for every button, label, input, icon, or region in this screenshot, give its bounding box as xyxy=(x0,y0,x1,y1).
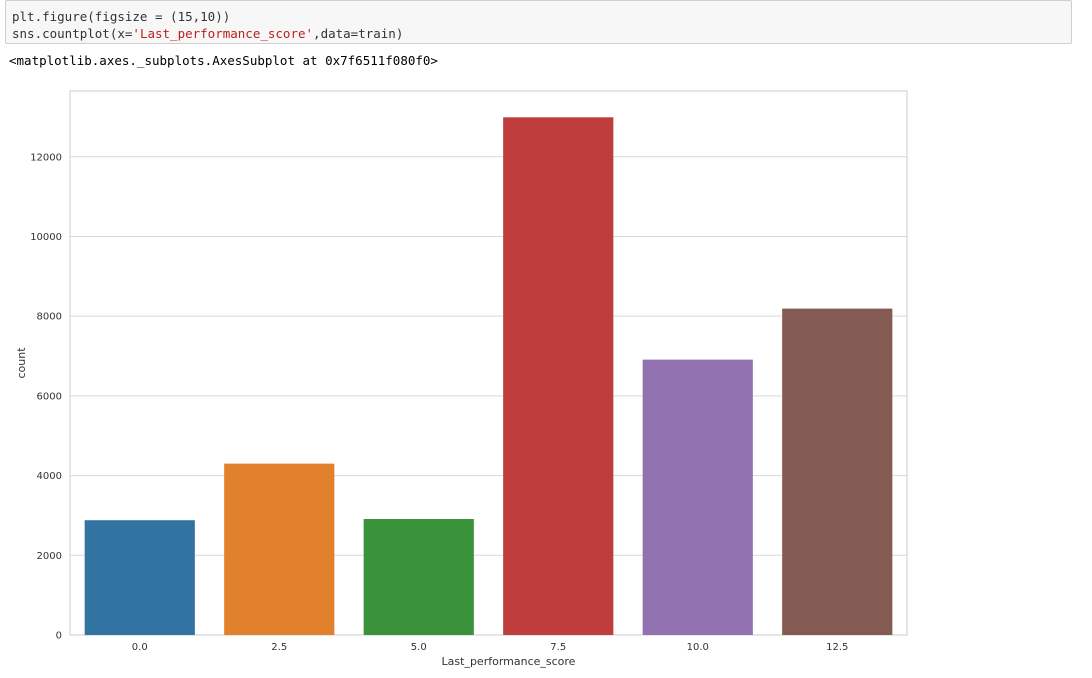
x-tick-label: 7.5 xyxy=(550,642,566,653)
y-tick-label: 0 xyxy=(56,631,62,642)
y-tick-label: 10000 xyxy=(30,232,62,243)
countplot-chart: 0 2000 4000 6000 8000 10000 12000 0.0 2.5 5.0 7.5 1… xyxy=(15,90,908,668)
x-axis-label: Last_performance_score xyxy=(442,655,576,668)
x-tick-label: 2.5 xyxy=(271,642,287,653)
y-tick-label: 12000 xyxy=(30,152,62,163)
code-line-2: sns.countplot(x='Last_performance_score'… xyxy=(12,25,1065,42)
bar-12.5 xyxy=(782,308,893,635)
bar-5.0 xyxy=(363,519,474,635)
y-axis-label: count xyxy=(15,347,28,379)
y-tick-label: 6000 xyxy=(37,391,62,402)
x-tick-label: 12.5 xyxy=(826,642,848,653)
plot-frame xyxy=(69,90,908,636)
bar-7.5 xyxy=(503,117,614,636)
x-tick-label: 0.0 xyxy=(132,642,148,653)
y-tick-label: 8000 xyxy=(37,312,62,323)
y-tick-label: 4000 xyxy=(37,471,62,482)
bar-10.0 xyxy=(642,359,753,635)
code-line-1: plt.figure(figsize = (15,10)) xyxy=(12,8,1065,25)
bar-2.5 xyxy=(224,463,335,635)
y-tick-label: 2000 xyxy=(37,551,62,562)
code-cell[interactable]: plt.figure(figsize = (15,10)) sns.countpl… xyxy=(5,0,1072,44)
x-tick-label: 5.0 xyxy=(411,642,427,653)
code-line-2-suffix: ,data=train) xyxy=(313,26,404,41)
bar-0.0 xyxy=(84,520,195,635)
code-line-2-prefix: sns.countplot(x= xyxy=(12,26,133,41)
x-tick-label: 10.0 xyxy=(687,642,709,653)
code-line-1-text: plt.figure(figsize = (15,10)) xyxy=(12,9,231,24)
plot-background xyxy=(70,91,907,635)
cell-output-text: <matplotlib.axes._subplots.AxesSubplot a… xyxy=(9,53,438,68)
code-line-2-string: 'Last_performance_score' xyxy=(132,26,314,41)
